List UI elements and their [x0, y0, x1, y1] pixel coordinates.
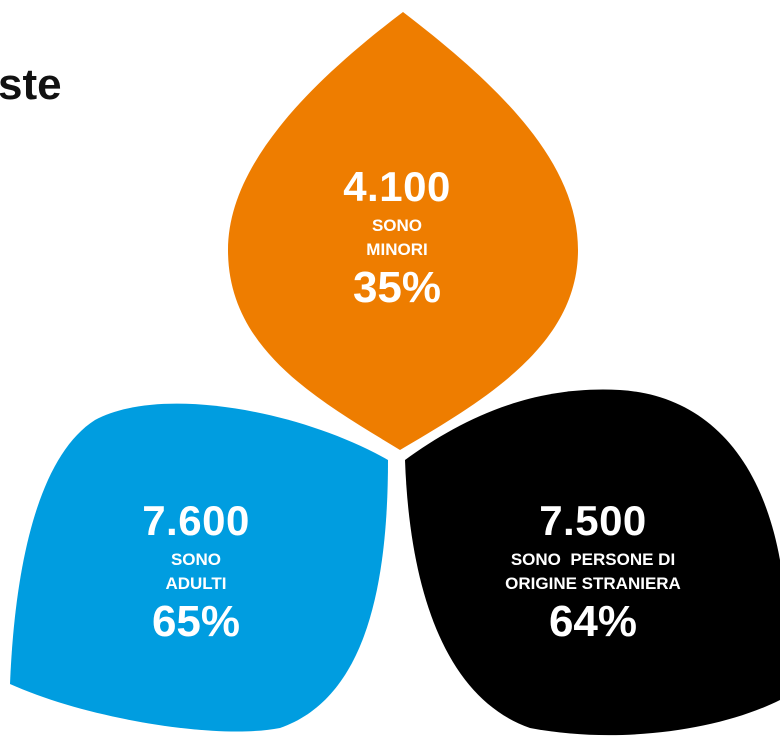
adults-caption: SONO ADULTI — [142, 548, 250, 596]
minors-caption-line1: SONO — [371, 216, 423, 235]
adults-count: 7.600 — [142, 497, 250, 544]
petal-minors — [228, 12, 578, 450]
foreign-count: 7.500 — [539, 497, 647, 544]
foreign-caption: SONO PERSONE DI ORIGINE STRANIERA — [505, 548, 681, 596]
minors-caption-line2: MINORI — [366, 240, 428, 259]
minors-count: 4.100 — [343, 163, 451, 210]
petal-foreign-origin — [405, 389, 780, 736]
adults-caption-line2: ADULTI — [165, 574, 227, 593]
title-fragment: ste — [0, 60, 62, 109]
adults-percent: 65% — [151, 597, 241, 646]
petal-minors-label: 4.100 SONO MINORI 35% — [343, 164, 451, 312]
foreign-caption-line2: ORIGINE STRANIERA — [505, 574, 681, 593]
foreign-percent: 64% — [548, 597, 638, 646]
petal-adults — [10, 403, 388, 732]
foreign-caption-line1: SONO PERSONE DI — [510, 550, 676, 569]
minors-caption: SONO MINORI — [343, 214, 451, 262]
petal-adults-label: 7.600 SONO ADULTI 65% — [142, 498, 250, 646]
minors-percent: 35% — [352, 263, 442, 312]
petal-foreign-label: 7.500 SONO PERSONE DI ORIGINE STRANIERA … — [505, 498, 681, 646]
adults-caption-line1: SONO — [170, 550, 222, 569]
